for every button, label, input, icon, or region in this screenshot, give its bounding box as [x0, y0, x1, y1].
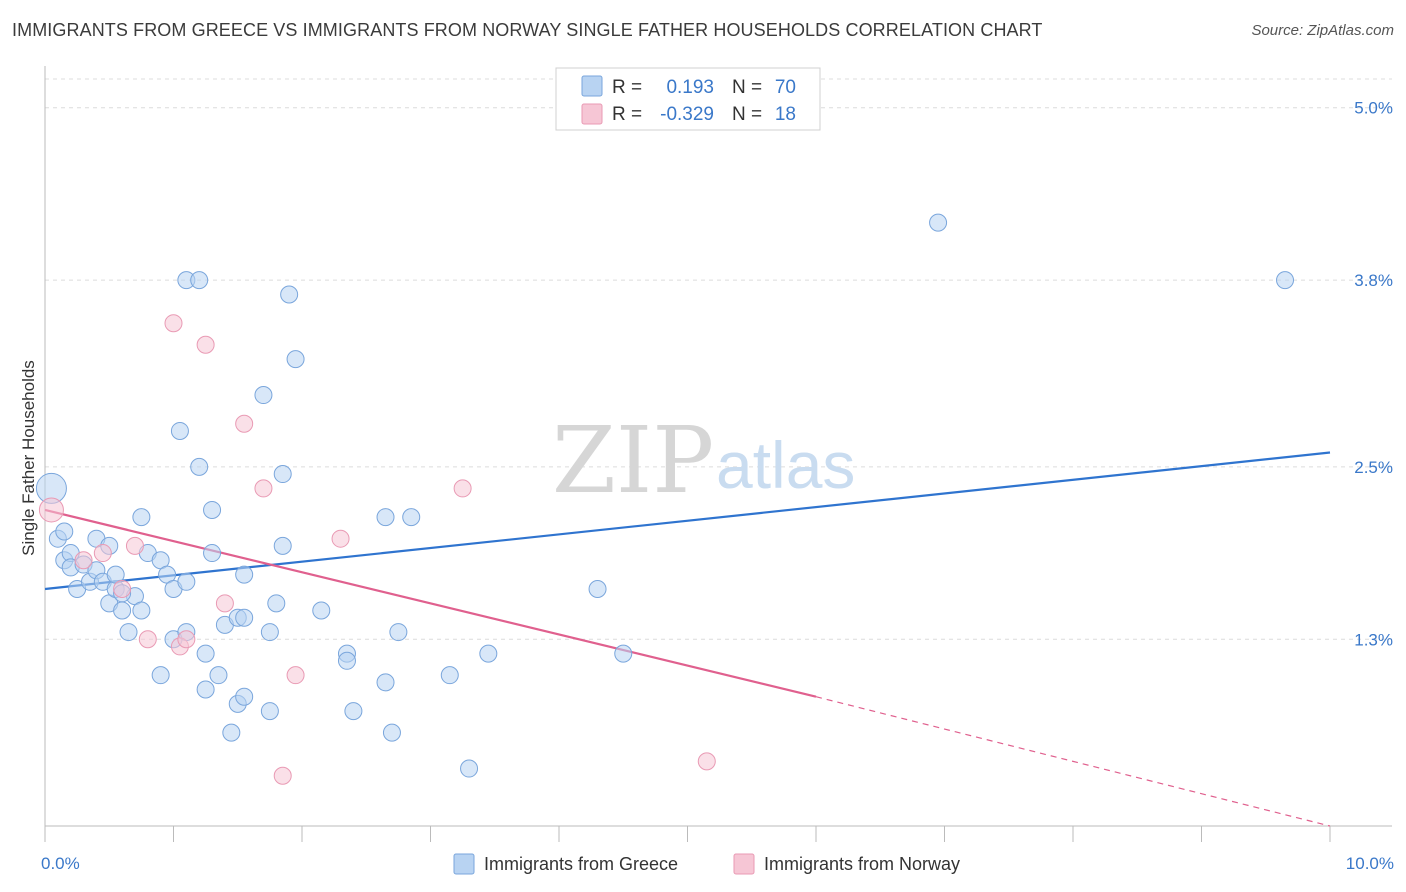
point-greece — [929, 213, 948, 232]
point-greece — [273, 536, 292, 555]
point-greece — [402, 508, 421, 527]
point-greece — [479, 644, 498, 663]
point-greece — [235, 687, 254, 706]
point-greece — [389, 623, 408, 642]
point-norway — [286, 666, 305, 685]
legend-n-value-norway: 18 — [775, 104, 796, 125]
point-norway — [74, 551, 93, 570]
legend-r-label-greece: R = — [612, 77, 642, 98]
legend-r-value-greece: 0.193 — [666, 77, 714, 98]
point-greece — [203, 500, 222, 519]
point-greece — [286, 350, 305, 369]
point-greece — [260, 623, 279, 642]
y-tick-label: 5.0% — [1354, 99, 1393, 118]
axes: 0.0% 10.0% 1.3% 2.5% 3.8% 5.0% — [41, 66, 1394, 873]
correlation-legend: R = 0.193 N = 70 R = -0.329 N = 18 — [555, 67, 821, 131]
point-norway — [331, 529, 350, 548]
point-norway — [177, 630, 196, 649]
point-greece — [376, 673, 395, 692]
point-greece — [254, 386, 273, 405]
point-greece — [170, 421, 189, 440]
legend-r-label-norway: R = — [612, 104, 642, 125]
point-greece — [235, 608, 254, 627]
y-tick-label: 2.5% — [1354, 458, 1393, 477]
legend-n-label-norway: N = — [732, 104, 762, 125]
bottom-legend-swatch-norway — [733, 853, 755, 875]
point-greece — [203, 544, 222, 563]
trend-line-norway-extrapolated — [815, 696, 1331, 827]
chart-title: IMMIGRANTS FROM GREECE VS IMMIGRANTS FRO… — [12, 20, 1043, 40]
data-points — [35, 213, 1295, 785]
point-greece — [235, 565, 254, 584]
watermark: ZIP atlas — [552, 407, 855, 514]
point-greece — [337, 651, 356, 670]
point-greece — [209, 666, 228, 685]
point-greece — [196, 680, 215, 699]
point-greece — [222, 723, 241, 742]
point-norway — [273, 766, 292, 785]
point-greece — [190, 271, 209, 290]
trend-line-greece — [44, 451, 1331, 591]
point-greece — [588, 579, 607, 598]
legend-n-value-greece: 70 — [775, 77, 796, 98]
y-axis-title: Single Father Households — [19, 360, 38, 556]
point-greece — [113, 601, 132, 620]
point-norway — [235, 414, 254, 433]
point-greece — [267, 594, 286, 613]
point-greece — [196, 644, 215, 663]
point-greece — [273, 465, 292, 484]
point-greece — [260, 702, 279, 721]
legend-r-value-norway: -0.329 — [660, 104, 714, 125]
point-greece — [344, 702, 363, 721]
point-norway — [697, 752, 716, 771]
watermark-atlas: atlas — [716, 428, 855, 502]
bottom-legend-swatch-greece — [453, 853, 475, 875]
trend-line-norway — [44, 508, 817, 698]
point-greece — [132, 601, 151, 620]
point-greece — [151, 666, 170, 685]
point-greece — [190, 457, 209, 476]
source-label: Source: ZipAtlas.com — [1251, 22, 1394, 39]
watermark-zip: ZIP — [552, 407, 714, 514]
point-greece — [280, 285, 299, 304]
point-greece — [376, 508, 395, 527]
point-greece — [132, 508, 151, 527]
bottom-legend-norway: Immigrants from Norway — [764, 854, 960, 874]
trend-lines — [44, 451, 1331, 827]
point-norway — [125, 536, 144, 555]
point-norway — [164, 314, 183, 333]
legend-swatch-greece — [581, 75, 603, 97]
point-norway — [196, 335, 215, 354]
point-norway — [453, 479, 472, 498]
point-greece — [119, 623, 138, 642]
y-tick-label: 1.3% — [1354, 630, 1393, 649]
x-tick-label: 10.0% — [1346, 854, 1394, 873]
point-norway — [113, 579, 132, 598]
point-norway — [254, 479, 273, 498]
point-greece — [1276, 271, 1295, 290]
legend-swatch-norway — [581, 103, 603, 125]
point-greece — [312, 601, 331, 620]
series-legend: Immigrants from Greece Immigrants from N… — [453, 853, 960, 875]
point-greece — [382, 723, 401, 742]
x-tick-label: 0.0% — [41, 854, 80, 873]
bottom-legend-greece: Immigrants from Greece — [484, 854, 678, 874]
point-greece — [55, 522, 74, 541]
grid-lines — [45, 78, 1392, 640]
point-norway — [215, 594, 234, 613]
point-norway — [138, 630, 157, 649]
legend-n-label-greece: N = — [732, 77, 762, 98]
point-greece — [440, 666, 459, 685]
point-norway — [93, 544, 112, 563]
point-greece — [460, 759, 479, 778]
point-norway — [38, 497, 64, 523]
point-greece — [614, 644, 633, 663]
point-greece — [177, 572, 196, 591]
y-tick-label: 3.8% — [1354, 271, 1393, 290]
